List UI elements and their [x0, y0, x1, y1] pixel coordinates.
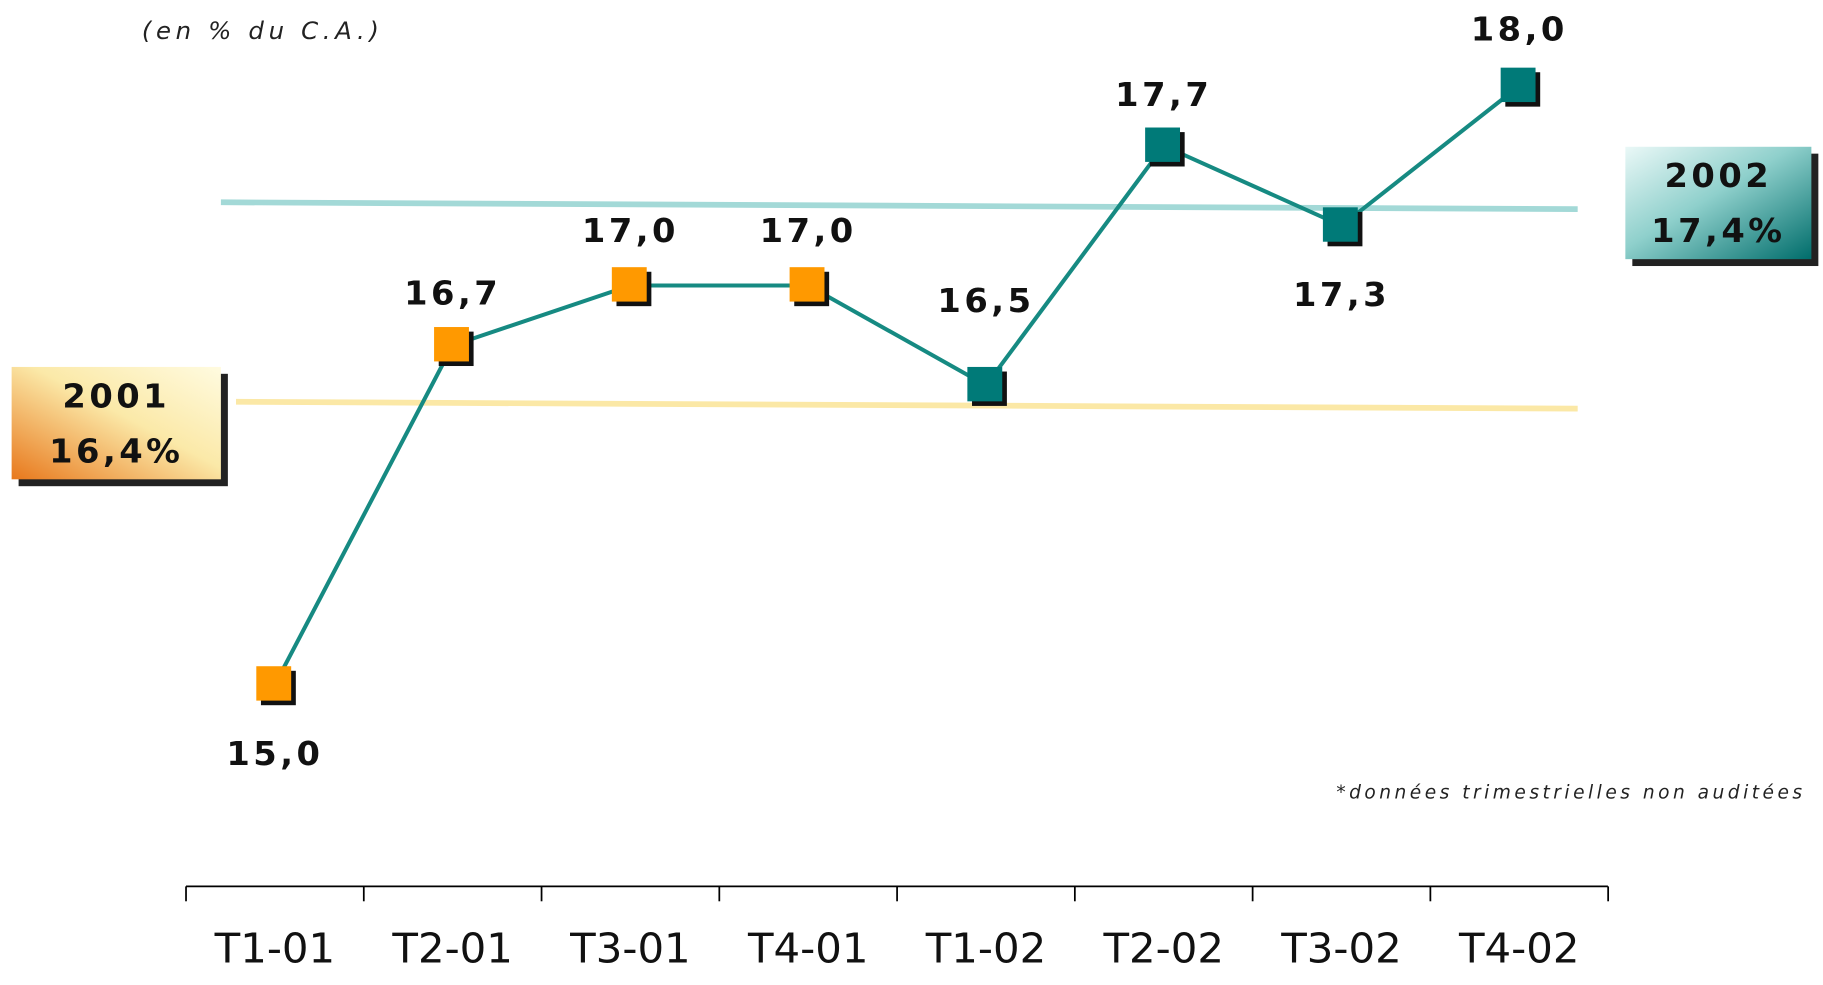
reference-line	[235, 398, 1578, 412]
footnote: *données trimestrielles non auditées	[1336, 783, 1805, 804]
data-label: 16,7	[404, 274, 501, 313]
x-tick-label: T2-01	[391, 924, 513, 973]
marker	[1145, 127, 1181, 162]
data-label: 18,0	[1471, 10, 1568, 49]
x-tick-label: T1-01	[214, 924, 336, 973]
marker	[611, 267, 647, 302]
reference-line	[220, 199, 1578, 213]
marker	[1322, 207, 1358, 242]
data-label: 17,3	[1293, 275, 1390, 314]
data-label: 17,7	[1115, 75, 1212, 114]
series-line	[273, 84, 1521, 686]
marker	[789, 267, 825, 302]
reference-value: 16,4%	[49, 432, 183, 471]
reference-value: 17,4%	[1651, 211, 1785, 250]
x-tick-label: T2-02	[1102, 924, 1224, 973]
marker	[967, 366, 1003, 402]
data-label: 15,0	[226, 734, 323, 773]
subtitle: (en % du C.A.)	[142, 16, 384, 45]
reference-year: 2001	[62, 377, 170, 416]
data-label: 17,0	[582, 211, 679, 250]
marker	[1500, 67, 1536, 103]
x-tick-label: T3-02	[1280, 924, 1402, 973]
legend-box	[1625, 146, 1812, 260]
x-tick-label: T4-01	[747, 924, 869, 973]
x-tick-label: T4-02	[1458, 924, 1580, 973]
legend-box	[11, 366, 221, 480]
reference-year: 2002	[1664, 156, 1772, 195]
x-tick-label: T3-01	[569, 924, 691, 973]
data-label: 16,5	[937, 281, 1034, 320]
data-label: 17,0	[760, 211, 857, 250]
marker	[434, 327, 469, 362]
marker	[256, 666, 292, 701]
x-tick-label: T1-02	[925, 924, 1047, 973]
